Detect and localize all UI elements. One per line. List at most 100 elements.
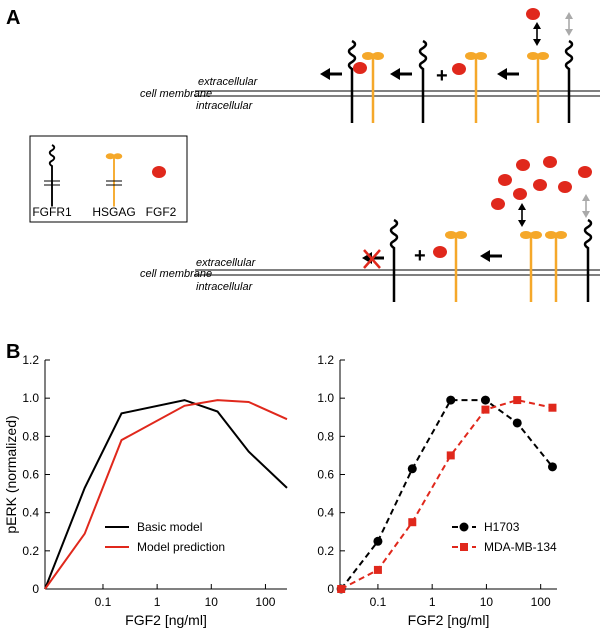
data-point bbox=[460, 543, 468, 551]
data-point bbox=[407, 464, 417, 474]
y-tick-label: 0.8 bbox=[22, 429, 39, 443]
x-tick-label: 10 bbox=[480, 595, 494, 609]
y-tick-label: 0 bbox=[32, 582, 39, 596]
legend-box: FGFR1 HSGAG FGF2 bbox=[29, 135, 188, 223]
x-tick-label: 100 bbox=[255, 595, 275, 609]
binding-arrow bbox=[517, 202, 527, 228]
fgfr1-icon bbox=[583, 218, 593, 304]
fgf2-icon bbox=[513, 188, 527, 200]
membrane-label: intracellular bbox=[196, 281, 254, 293]
x-axis-label: FGF2 [ng/ml] bbox=[408, 612, 490, 628]
y-tick-label: 0.2 bbox=[317, 544, 334, 558]
hsgag-icon bbox=[443, 229, 469, 304]
fgf2-icon bbox=[433, 246, 447, 258]
legend-item: FGF2 bbox=[146, 205, 177, 219]
bottom-row: extracellular cell membrane intracellula… bbox=[140, 156, 600, 304]
fgfr1-icon bbox=[389, 218, 399, 304]
data-line bbox=[44, 399, 288, 590]
panel-label: A bbox=[6, 7, 20, 29]
y-tick-label: 0.8 bbox=[317, 429, 334, 443]
plus: + bbox=[414, 245, 426, 267]
hsgag-icon bbox=[463, 50, 489, 125]
y-tick-label: 1.0 bbox=[317, 391, 334, 405]
x-tick-label: 1 bbox=[429, 595, 436, 609]
fgfr1-icon bbox=[418, 39, 428, 125]
data-point bbox=[481, 405, 490, 414]
fgf2-icon bbox=[452, 63, 466, 75]
top-row: extracellular cell membrane intracellula… bbox=[140, 8, 600, 125]
data-point bbox=[513, 396, 522, 405]
membrane-label: intracellular bbox=[196, 100, 254, 112]
data-point bbox=[373, 565, 382, 574]
y-tick-label: 0.4 bbox=[317, 506, 334, 520]
fgf2-icon bbox=[353, 62, 367, 74]
data-line bbox=[44, 399, 288, 590]
fgfr1-icon bbox=[564, 39, 574, 125]
fgfr1-icon bbox=[347, 39, 357, 125]
x-tick-label: 0.1 bbox=[95, 595, 112, 609]
data-point bbox=[512, 418, 522, 428]
plus: + bbox=[436, 65, 448, 87]
hsgag-icon bbox=[525, 50, 551, 125]
x-tick-label: 10 bbox=[205, 595, 219, 609]
data-line bbox=[340, 399, 554, 590]
data-point bbox=[459, 522, 469, 532]
y-tick-label: 0 bbox=[327, 582, 334, 596]
y-tick-label: 0.6 bbox=[317, 468, 334, 482]
blocked-mark bbox=[363, 249, 381, 269]
data-point bbox=[408, 518, 417, 527]
data-point bbox=[547, 462, 557, 472]
y-tick-label: 0.2 bbox=[22, 544, 39, 558]
data-point bbox=[446, 395, 456, 405]
y-tick-label: 1.0 bbox=[22, 391, 39, 405]
hsgag-icon bbox=[104, 152, 124, 208]
membrane-label: cell membrane bbox=[140, 268, 212, 280]
data-point bbox=[373, 536, 383, 546]
x-tick-label: 100 bbox=[531, 595, 551, 609]
membrane-label: extracellular bbox=[198, 76, 259, 88]
fgf2-icon bbox=[578, 166, 592, 178]
arrow bbox=[318, 66, 344, 82]
legend-label: Model prediction bbox=[137, 540, 225, 554]
y-tick-label: 1.2 bbox=[317, 353, 334, 367]
fgfr1-icon bbox=[48, 144, 56, 208]
y-axis-label: pERK (normalized) bbox=[3, 415, 19, 533]
hsgag-icon bbox=[543, 229, 569, 304]
data-point bbox=[337, 585, 346, 593]
data-point bbox=[446, 451, 455, 460]
data-point bbox=[548, 403, 557, 412]
binding-arrow bbox=[564, 11, 574, 37]
hsgag-icon bbox=[518, 229, 544, 304]
x-tick-label: 0.1 bbox=[370, 595, 387, 609]
x-axis-label: FGF2 [ng/ml] bbox=[125, 612, 207, 628]
binding-arrow bbox=[581, 193, 591, 219]
data-line bbox=[340, 399, 553, 590]
legend-label: MDA-MB-134 bbox=[484, 540, 557, 554]
y-tick-label: 1.2 bbox=[22, 353, 39, 367]
fgf2-icon bbox=[533, 179, 547, 191]
fgf2-icon bbox=[543, 156, 557, 168]
legend-item: HSGAG bbox=[92, 205, 135, 219]
legend-label: Basic model bbox=[137, 520, 202, 534]
fgf2-icon bbox=[516, 159, 530, 171]
hsgag-icon bbox=[360, 50, 386, 125]
data-point bbox=[480, 395, 490, 405]
fgf2-icon bbox=[491, 198, 505, 210]
y-tick-label: 0.6 bbox=[22, 468, 39, 482]
arrow bbox=[495, 66, 521, 82]
arrow bbox=[478, 248, 504, 264]
fgf2-icon bbox=[152, 166, 166, 178]
legend-item: FGFR1 bbox=[32, 205, 72, 219]
y-tick-label: 0.4 bbox=[22, 506, 39, 520]
membrane-label: extracellular bbox=[196, 257, 257, 269]
membrane-label: cell membrane bbox=[140, 88, 212, 100]
panel-label: B bbox=[6, 341, 20, 363]
arrow bbox=[388, 66, 414, 82]
binding-arrow bbox=[532, 21, 542, 47]
legend-label: H1703 bbox=[484, 520, 520, 534]
fgf2-icon bbox=[498, 174, 512, 186]
fgf2-icon bbox=[526, 8, 540, 20]
legend-frame bbox=[29, 135, 188, 223]
fgf2-icon bbox=[558, 181, 572, 193]
